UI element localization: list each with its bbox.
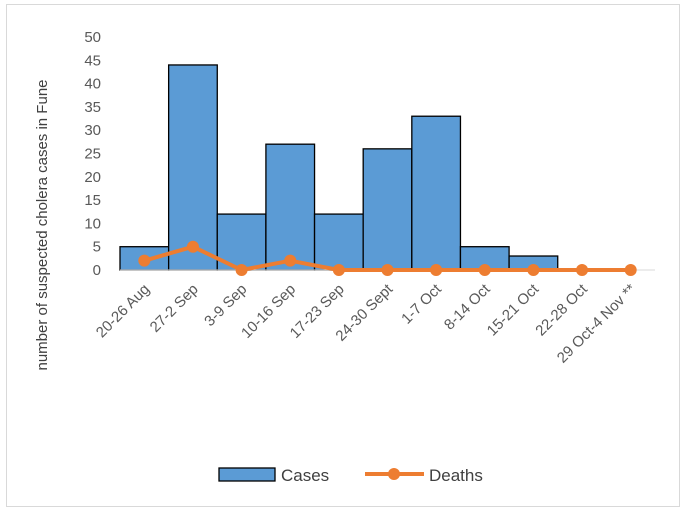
deaths-point bbox=[527, 264, 540, 276]
bar-cases bbox=[265, 143, 316, 271]
x-tick-label: 20-26 Aug bbox=[93, 281, 153, 341]
deaths-point bbox=[284, 254, 297, 267]
y-tick-label: 40 bbox=[84, 76, 101, 93]
y-tick-label: 20 bbox=[84, 169, 101, 186]
x-tick-label: 1-7 Oct bbox=[398, 280, 445, 327]
x-tick-label: 15-21 Oct bbox=[484, 280, 543, 339]
deaths-point bbox=[478, 264, 491, 276]
bar-cases bbox=[313, 213, 364, 271]
deaths-point bbox=[381, 264, 394, 276]
y-tick-label: 30 bbox=[84, 122, 101, 139]
legend-deaths-swatch-marker bbox=[388, 468, 400, 480]
y-tick-label: 5 bbox=[93, 239, 101, 256]
bar-cases bbox=[411, 115, 462, 271]
y-tick-label: 0 bbox=[93, 262, 101, 279]
x-tick-label: 27-2 Sep bbox=[147, 281, 202, 336]
bars bbox=[119, 64, 559, 271]
deaths-point bbox=[430, 264, 443, 276]
y-tick-label: 15 bbox=[84, 192, 101, 209]
deaths-point bbox=[576, 264, 589, 276]
deaths-point bbox=[138, 254, 151, 267]
bar-cases bbox=[167, 64, 218, 271]
deaths-point bbox=[186, 240, 199, 253]
bar-cases bbox=[362, 148, 413, 271]
y-tick-label: 35 bbox=[84, 99, 101, 116]
deaths-point bbox=[235, 264, 248, 276]
y-axis-ticks: 0 5 10 15 20 25 30 35 40 45 50 bbox=[84, 29, 101, 279]
legend-deaths-label: Deaths bbox=[429, 466, 483, 485]
y-tick-label: 10 bbox=[84, 215, 101, 232]
legend: Cases Deaths bbox=[218, 466, 483, 485]
y-tick-label: 50 bbox=[84, 29, 101, 46]
legend-cases-label: Cases bbox=[281, 466, 329, 485]
y-tick-label: 45 bbox=[84, 52, 101, 69]
deaths-point bbox=[332, 264, 345, 276]
deaths-line-series bbox=[138, 240, 637, 276]
legend-cases-swatch bbox=[218, 467, 276, 482]
y-axis-label: number of suspected cholera cases in Fun… bbox=[34, 80, 51, 371]
deaths-point bbox=[624, 264, 637, 276]
x-tick-label: 3-9 Sep bbox=[201, 281, 250, 330]
y-tick-label: 25 bbox=[84, 146, 101, 163]
